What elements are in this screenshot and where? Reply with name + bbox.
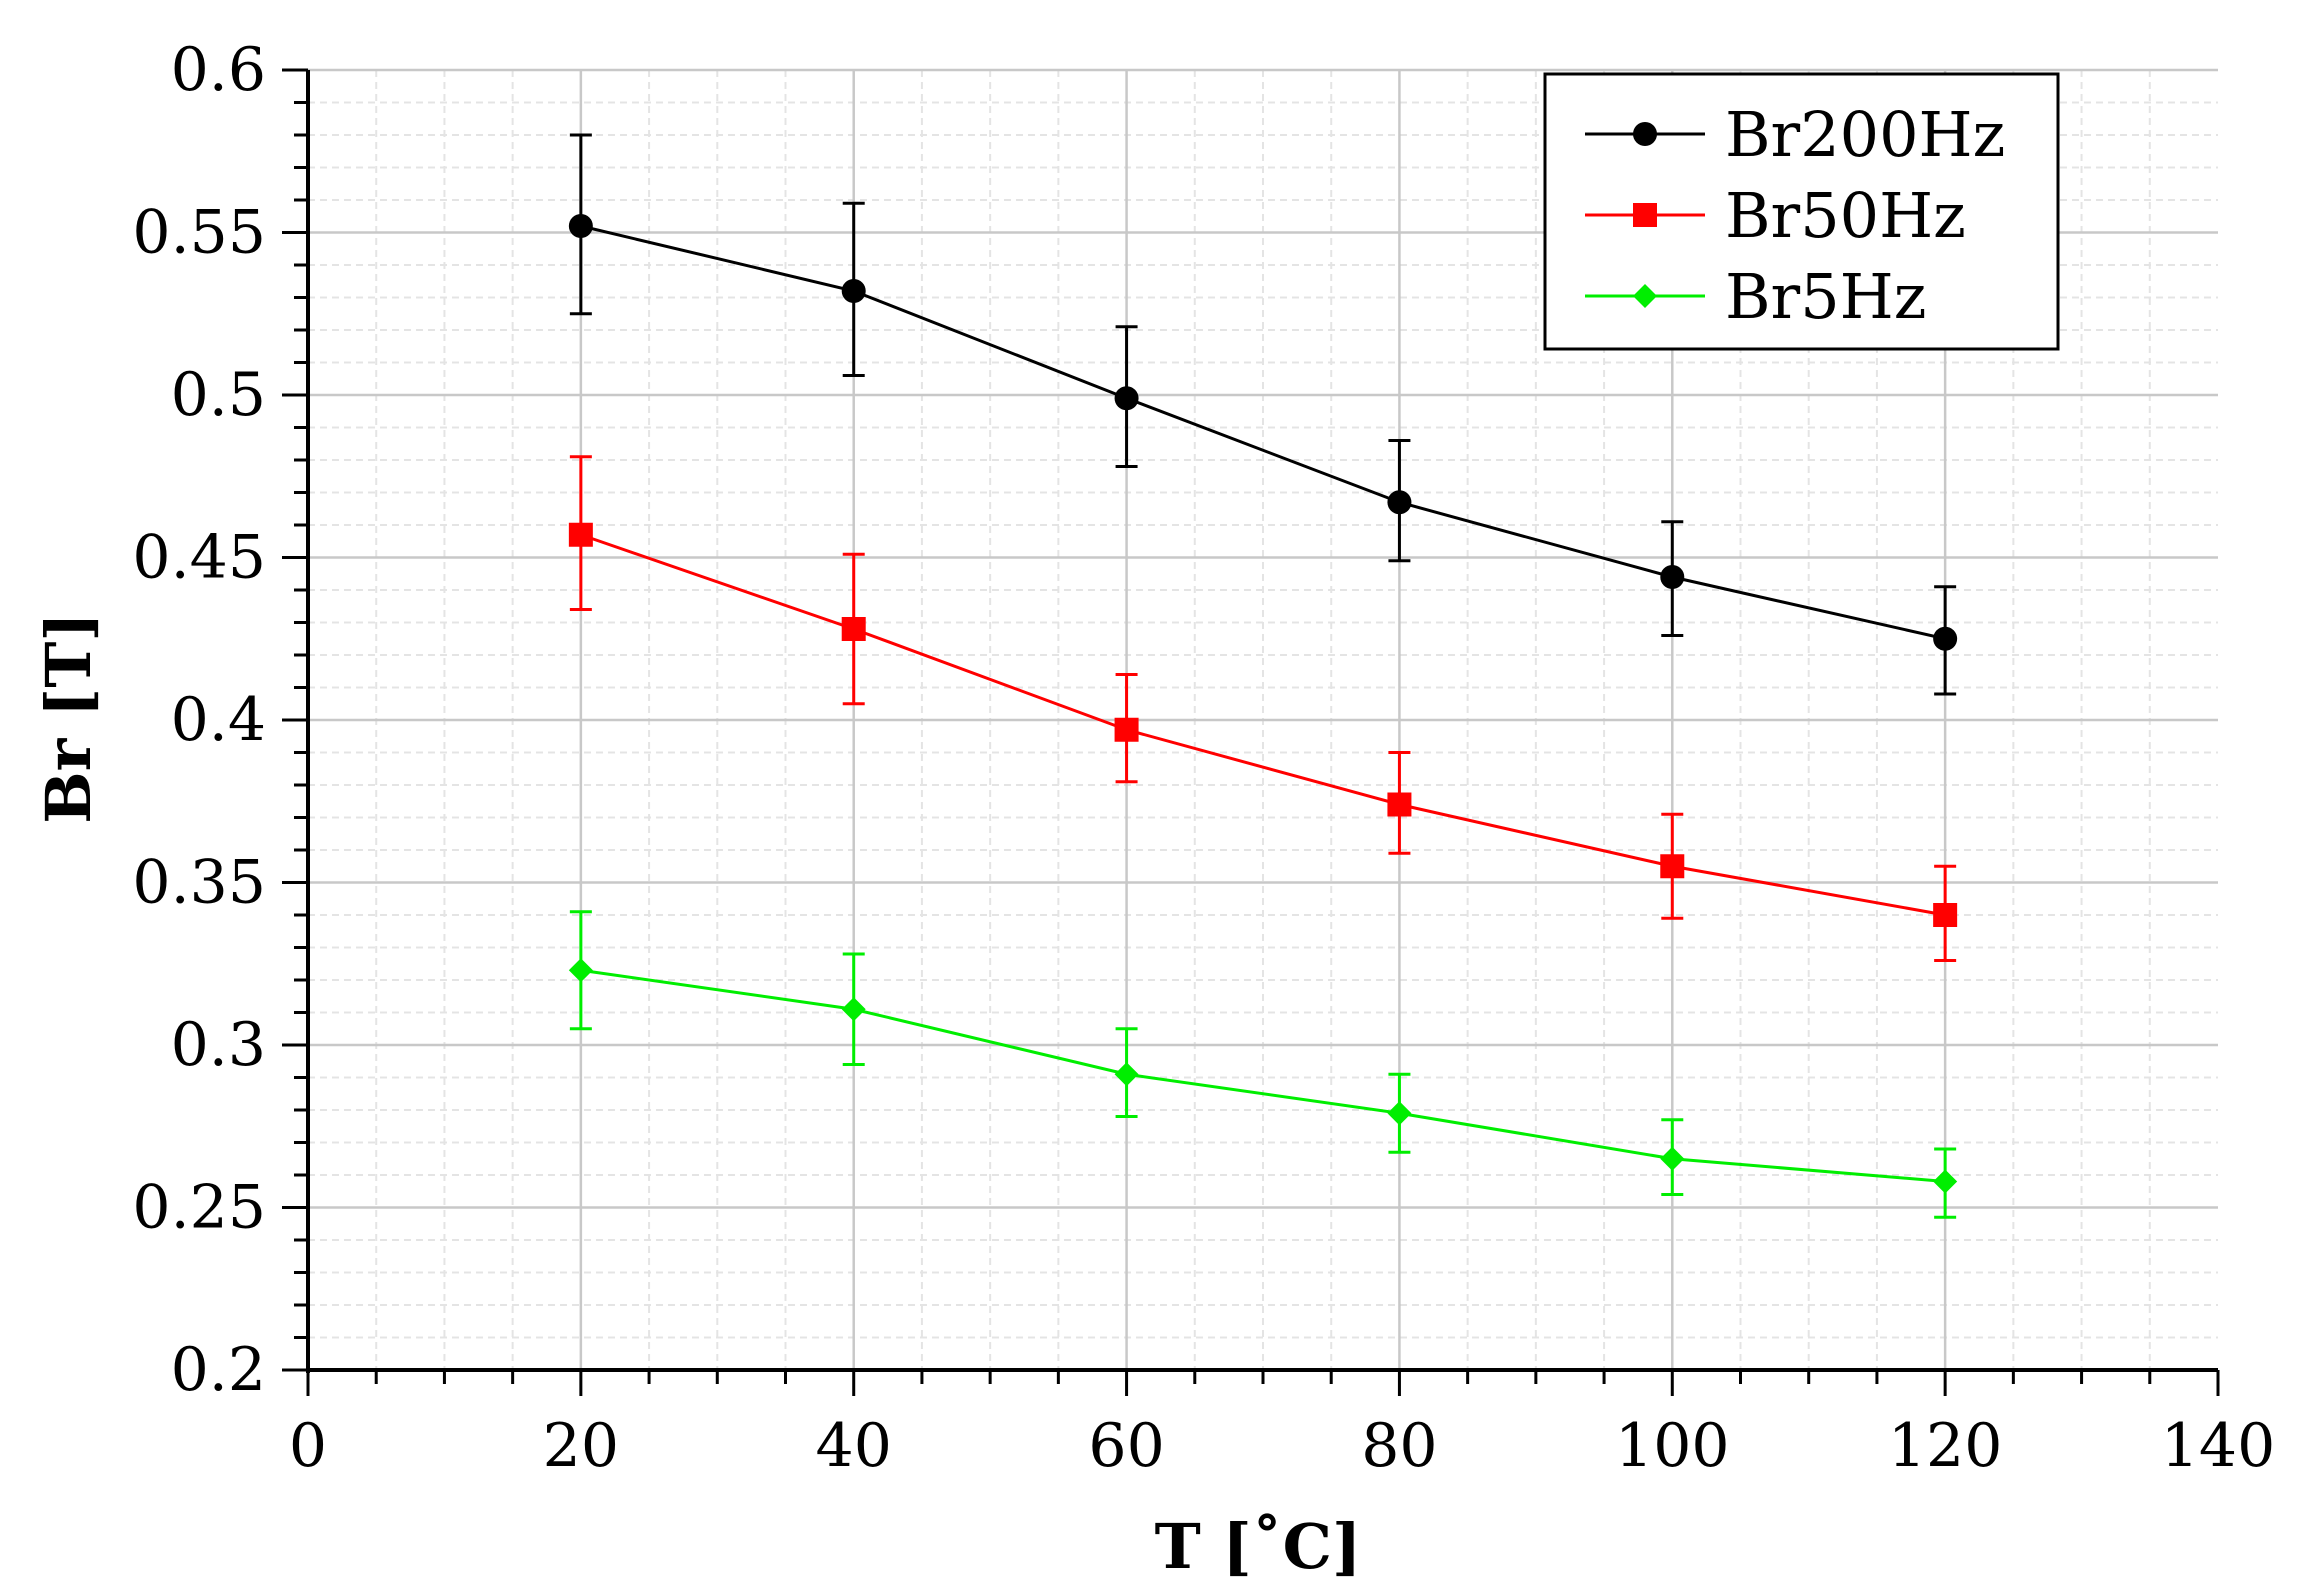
x-tick-label: 80 <box>1361 1411 1437 1481</box>
series-Br50Hz <box>568 455 1958 962</box>
legend-items: Br200Hz Br50Hz Br5Hz <box>1585 98 2005 333</box>
y-tick-label: 0.45 <box>132 523 266 593</box>
series-line <box>580 533 1946 917</box>
legend-label: Br5Hz <box>1725 260 1926 333</box>
x-tick-label: 40 <box>816 1411 892 1481</box>
y-tick-label: 0.25 <box>132 1173 266 1243</box>
y-tick-label: 0.4 <box>171 685 266 755</box>
data-point <box>1387 792 1412 817</box>
legend-item-Br200Hz: Br200Hz <box>1585 98 2005 171</box>
data-point <box>1387 1101 1412 1126</box>
data-point <box>1933 1169 1958 1194</box>
data-point <box>841 279 866 303</box>
x-tick-label: 0 <box>289 1411 327 1481</box>
legend-label: Br50Hz <box>1725 179 1966 252</box>
y-axis-title: Br [T] <box>32 612 105 823</box>
data-point <box>1660 565 1685 589</box>
axis-ticks <box>282 68 2220 1396</box>
data-point <box>568 522 593 547</box>
data-point <box>1660 854 1685 879</box>
series-Br200Hz <box>568 133 1958 696</box>
data-point <box>841 997 866 1022</box>
data-point <box>1633 284 1657 308</box>
x-tick-label: 120 <box>1888 1411 2003 1481</box>
y-tick-label: 0.55 <box>132 198 266 268</box>
legend-item-Br5Hz: Br5Hz <box>1585 260 1926 333</box>
legend-box <box>1543 72 2060 351</box>
tick-labels: 0 20 40 60 80 100 120 140 0.2 0.25 0.3 0.35 0.4 0.45 0… <box>132 35 2275 1481</box>
x-axis-title: T [˚C] <box>1155 1510 1362 1583</box>
data-point <box>1933 903 1958 927</box>
data-point <box>1633 203 1657 227</box>
data-point <box>841 617 866 641</box>
legend-item-Br50Hz: Br50Hz <box>1585 179 1966 252</box>
series-layer <box>568 133 1958 1219</box>
data-point <box>1114 386 1139 411</box>
data-point <box>1114 717 1139 742</box>
data-point <box>1633 122 1657 146</box>
y-tick-label: 0.3 <box>171 1010 266 1080</box>
x-tick-label: 100 <box>1615 1411 1730 1481</box>
y-tick-label: 0.2 <box>171 1335 266 1405</box>
legend-label: Br200Hz <box>1725 98 2005 171</box>
legend: Br200Hz Br50Hz Br5Hz <box>1543 72 2060 351</box>
data-point <box>568 958 593 983</box>
y-tick-label: 0.5 <box>171 360 266 430</box>
series-line <box>580 968 1946 1183</box>
data-point <box>1933 626 1958 651</box>
series-line <box>580 224 1946 641</box>
y-tick-label: 0.35 <box>132 848 266 918</box>
data-point <box>1387 490 1412 515</box>
data-point <box>1660 1146 1685 1171</box>
x-tick-label: 140 <box>2161 1411 2276 1481</box>
series-Br5Hz <box>568 910 1958 1219</box>
data-point <box>1114 1062 1139 1087</box>
x-tick-label: 20 <box>543 1411 619 1481</box>
data-point <box>568 214 593 238</box>
y-tick-label: 0.6 <box>171 35 266 105</box>
x-tick-label: 60 <box>1088 1411 1164 1481</box>
